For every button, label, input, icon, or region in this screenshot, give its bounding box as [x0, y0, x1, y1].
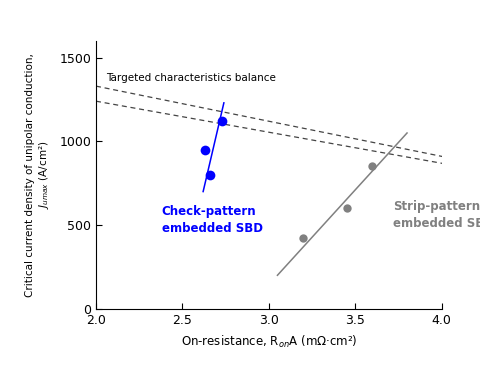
Y-axis label: Critical current density of unipolar conduction,
$J_{umax}$ (A/cm²): Critical current density of unipolar con… — [25, 53, 51, 297]
X-axis label: On-resistance, R$_{on}$A (mΩ·cm²): On-resistance, R$_{on}$A (mΩ·cm²) — [180, 334, 357, 350]
Text: Check-pattern
embedded SBD: Check-pattern embedded SBD — [162, 205, 263, 235]
Text: Targeted characteristics balance: Targeted characteristics balance — [107, 73, 276, 83]
Text: Strip-pattern
embedded SBD: Strip-pattern embedded SBD — [393, 200, 480, 230]
